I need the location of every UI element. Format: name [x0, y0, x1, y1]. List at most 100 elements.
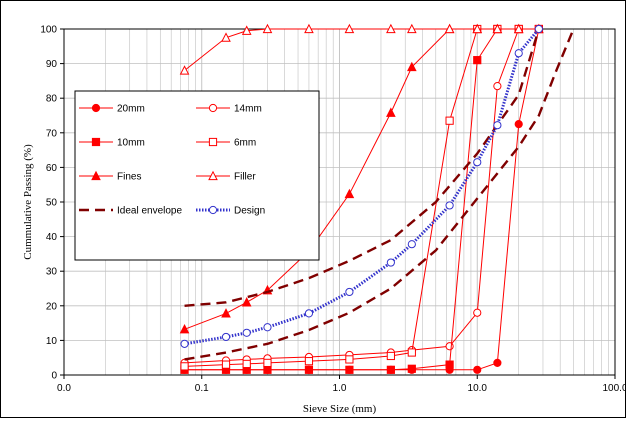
legend-label: 20mm: [117, 104, 145, 115]
legend-marker: [208, 137, 218, 147]
legend-marker: [91, 103, 101, 113]
data-point: [492, 23, 503, 34]
y-tick-label: 100: [40, 25, 57, 36]
data-point: [445, 201, 454, 210]
y-tick-label: 80: [46, 94, 58, 105]
x-tick-label: 0.0: [57, 383, 71, 394]
data-point: [514, 120, 523, 129]
data-point: [386, 351, 395, 361]
data-point: [345, 287, 354, 297]
legend-item-10mm: 10mm: [79, 138, 145, 149]
data-point: [345, 365, 354, 374]
data-point: [344, 188, 355, 199]
data-point: [344, 23, 355, 34]
legend-label: Fines: [117, 172, 141, 183]
data-point: [473, 56, 482, 65]
data-point: [444, 23, 455, 34]
series-group: [179, 23, 575, 374]
series-line: [184, 28, 575, 361]
data-point: [221, 308, 231, 318]
data-point: [386, 107, 396, 117]
data-point: [473, 158, 482, 167]
data-point: [386, 365, 395, 374]
data-point: [179, 65, 190, 75]
data-point: [263, 365, 272, 374]
data-point: [345, 355, 354, 364]
legend-marker: [208, 205, 218, 215]
series-envelope-7: [184, 28, 575, 361]
data-point: [241, 297, 252, 307]
y-tick-label: 0: [51, 371, 57, 382]
y-tick-label: 30: [46, 267, 58, 278]
legend-marker: [91, 137, 101, 147]
x-tick-label: 100.0: [602, 383, 626, 394]
legend-item-20mm: 20mm: [79, 104, 145, 115]
y-tick-label: 40: [46, 232, 58, 243]
data-point: [407, 240, 416, 249]
legend-item-filler: Filler: [196, 170, 256, 183]
data-point: [221, 360, 231, 369]
y-tick-label: 70: [46, 128, 58, 139]
data-point: [386, 23, 396, 34]
x-axis-label: Sieve Size (mm): [303, 403, 377, 415]
data-point: [304, 23, 314, 34]
data-point: [514, 49, 523, 58]
legend-marker: [91, 170, 101, 181]
legend-item-design: Design: [196, 206, 265, 217]
legend-label: Ideal envelope: [117, 206, 182, 217]
y-tick-label: 60: [46, 163, 58, 174]
data-point: [180, 362, 189, 371]
legend: 20mm 14mm 10mm 6mm Fines Filler Ideal envelope…: [74, 90, 320, 261]
data-point: [513, 23, 524, 34]
data-point: [407, 348, 416, 357]
legend-item-ideal-envelope: Ideal envelope: [79, 206, 182, 217]
data-point: [407, 364, 416, 373]
data-point: [493, 121, 502, 130]
legend-marker: [208, 103, 218, 113]
x-tick-label: 0.1: [195, 383, 209, 394]
legend-item-fines: Fines: [79, 170, 141, 183]
data-point: [304, 365, 314, 374]
y-tick-label: 10: [46, 336, 58, 347]
data-point: [407, 23, 417, 34]
axes: 0 10 20 30 40 50 60 70 80 90 100 0.0 0.1 1.0 10.0 100.0: [40, 25, 626, 395]
data-point: [263, 323, 272, 332]
data-point: [304, 309, 314, 318]
x-tick-label: 1.0: [333, 383, 347, 394]
data-point: [445, 360, 454, 369]
data-point: [493, 81, 502, 91]
data-point: [180, 339, 189, 348]
legend-item-6mm: 6mm: [196, 138, 256, 149]
data-point: [263, 358, 272, 367]
data-point: [472, 23, 483, 34]
data-point: [179, 324, 190, 334]
legend-label: 6mm: [234, 138, 256, 149]
data-point: [445, 116, 454, 125]
series-design: [180, 24, 543, 348]
data-point: [386, 258, 395, 267]
legend-item-14mm: 14mm: [196, 104, 262, 115]
data-point: [304, 357, 314, 366]
data-point: [242, 359, 251, 369]
data-point: [407, 61, 417, 72]
y-tick-label: 50: [46, 198, 58, 209]
data-point: [242, 328, 251, 337]
y-axis-label: Cummulative Passing (%): [22, 144, 34, 260]
data-point: [473, 365, 482, 374]
legend-label: Filler: [234, 172, 256, 183]
y-tick-label: 20: [46, 301, 58, 312]
x-tick-label: 10.0: [468, 383, 488, 394]
legend-label: 14mm: [234, 104, 262, 115]
legend-marker: [208, 170, 218, 181]
data-point: [221, 332, 231, 342]
legend-label: Design: [234, 206, 265, 217]
data-point: [221, 32, 231, 42]
legend-label: 10mm: [117, 138, 145, 149]
data-point: [473, 308, 482, 317]
data-point: [493, 358, 502, 367]
data-point: [241, 25, 252, 35]
data-point: [534, 24, 543, 34]
y-tick-label: 90: [46, 59, 58, 70]
